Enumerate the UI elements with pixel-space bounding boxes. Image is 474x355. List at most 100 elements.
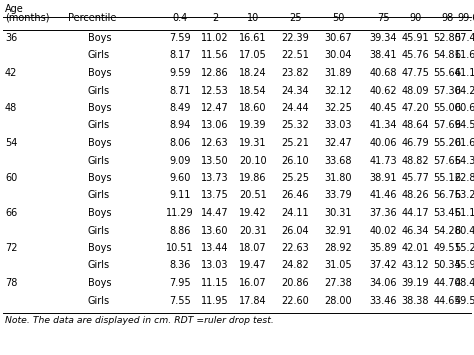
- Text: 7.55: 7.55: [169, 295, 191, 306]
- Text: 54.28: 54.28: [433, 225, 461, 235]
- Text: 22.63: 22.63: [281, 243, 309, 253]
- Text: 24.44: 24.44: [281, 103, 309, 113]
- Text: 20.51: 20.51: [239, 191, 267, 201]
- Text: 60.62: 60.62: [454, 103, 474, 113]
- Text: 10: 10: [247, 13, 259, 23]
- Text: 12.47: 12.47: [201, 103, 229, 113]
- Text: Boys: Boys: [88, 33, 111, 43]
- Text: 26.10: 26.10: [281, 155, 309, 165]
- Text: 19.39: 19.39: [239, 120, 267, 131]
- Text: Boys: Boys: [88, 103, 111, 113]
- Text: 45.76: 45.76: [401, 50, 429, 60]
- Text: 31.05: 31.05: [324, 261, 352, 271]
- Text: 18.07: 18.07: [239, 243, 267, 253]
- Text: 17.84: 17.84: [239, 295, 267, 306]
- Text: 25.32: 25.32: [281, 120, 309, 131]
- Text: Age: Age: [5, 4, 24, 14]
- Text: 19.42: 19.42: [239, 208, 267, 218]
- Text: 9.11: 9.11: [169, 191, 191, 201]
- Text: 28.92: 28.92: [324, 243, 352, 253]
- Text: 16.07: 16.07: [239, 278, 267, 288]
- Text: 30.31: 30.31: [324, 208, 352, 218]
- Text: 25.25: 25.25: [281, 173, 309, 183]
- Text: 47.20: 47.20: [401, 103, 429, 113]
- Text: 8.94: 8.94: [169, 120, 191, 131]
- Text: 18.24: 18.24: [239, 68, 267, 78]
- Text: 42: 42: [5, 68, 18, 78]
- Text: Girls: Girls: [88, 295, 110, 306]
- Text: 27.38: 27.38: [324, 278, 352, 288]
- Text: 44.70: 44.70: [433, 278, 461, 288]
- Text: 44.17: 44.17: [401, 208, 429, 218]
- Text: 37.36: 37.36: [369, 208, 397, 218]
- Text: 28.00: 28.00: [324, 295, 352, 306]
- Text: 18.60: 18.60: [239, 103, 267, 113]
- Text: 49.51: 49.51: [433, 243, 461, 253]
- Text: 35.89: 35.89: [369, 243, 397, 253]
- Text: 13.50: 13.50: [201, 155, 229, 165]
- Text: 57.69: 57.69: [433, 120, 461, 131]
- Text: 12.63: 12.63: [201, 138, 229, 148]
- Text: 48.45: 48.45: [454, 278, 474, 288]
- Text: 13.73: 13.73: [201, 173, 229, 183]
- Text: 25.21: 25.21: [281, 138, 309, 148]
- Text: 8.17: 8.17: [169, 50, 191, 60]
- Text: Boys: Boys: [88, 208, 111, 218]
- Text: Girls: Girls: [88, 261, 110, 271]
- Text: 30.67: 30.67: [324, 33, 352, 43]
- Text: 33.79: 33.79: [324, 191, 352, 201]
- Text: 45.77: 45.77: [401, 173, 429, 183]
- Text: 61.66: 61.66: [454, 50, 474, 60]
- Text: 13.44: 13.44: [201, 243, 229, 253]
- Text: 17.05: 17.05: [239, 50, 267, 60]
- Text: 62.82: 62.82: [454, 173, 474, 183]
- Text: 57.30: 57.30: [433, 86, 461, 95]
- Text: 53.45: 53.45: [433, 208, 461, 218]
- Text: 61.65: 61.65: [454, 138, 474, 148]
- Text: Girls: Girls: [88, 191, 110, 201]
- Text: 78: 78: [5, 278, 18, 288]
- Text: 57.41: 57.41: [454, 33, 474, 43]
- Text: 54: 54: [5, 138, 18, 148]
- Text: 31.80: 31.80: [324, 173, 352, 183]
- Text: 32.91: 32.91: [324, 225, 352, 235]
- Text: 9.60: 9.60: [169, 173, 191, 183]
- Text: 40.06: 40.06: [369, 138, 397, 148]
- Text: 34.06: 34.06: [369, 278, 397, 288]
- Text: 63.26: 63.26: [454, 191, 474, 201]
- Text: 55.00: 55.00: [433, 103, 461, 113]
- Text: 46.34: 46.34: [401, 225, 429, 235]
- Text: 41.73: 41.73: [369, 155, 397, 165]
- Text: 49.52: 49.52: [454, 295, 474, 306]
- Text: Girls: Girls: [88, 86, 110, 95]
- Text: 22.51: 22.51: [281, 50, 309, 60]
- Text: 45.91: 45.91: [401, 33, 429, 43]
- Text: 39.34: 39.34: [369, 33, 397, 43]
- Text: 8.86: 8.86: [169, 225, 191, 235]
- Text: 55.91: 55.91: [454, 261, 474, 271]
- Text: 8.71: 8.71: [169, 86, 191, 95]
- Text: Boys: Boys: [88, 243, 111, 253]
- Text: 24.11: 24.11: [281, 208, 309, 218]
- Text: 37.42: 37.42: [369, 261, 397, 271]
- Text: 40.62: 40.62: [369, 86, 397, 95]
- Text: 33.68: 33.68: [324, 155, 352, 165]
- Text: 22.39: 22.39: [281, 33, 309, 43]
- Text: 23.82: 23.82: [281, 68, 309, 78]
- Text: Girls: Girls: [88, 50, 110, 60]
- Text: 30.04: 30.04: [324, 50, 352, 60]
- Text: 26.46: 26.46: [281, 191, 309, 201]
- Text: 11.15: 11.15: [201, 278, 229, 288]
- Text: 36: 36: [5, 33, 17, 43]
- Text: 13.06: 13.06: [201, 120, 229, 131]
- Text: 61.15: 61.15: [454, 208, 474, 218]
- Text: 39.19: 39.19: [401, 278, 429, 288]
- Text: 16.61: 16.61: [239, 33, 267, 43]
- Text: 32.25: 32.25: [324, 103, 352, 113]
- Text: 13.75: 13.75: [201, 191, 229, 201]
- Text: Girls: Girls: [88, 120, 110, 131]
- Text: 2: 2: [212, 13, 218, 23]
- Text: Boys: Boys: [88, 173, 111, 183]
- Text: 48.64: 48.64: [401, 120, 429, 131]
- Text: 11.56: 11.56: [201, 50, 229, 60]
